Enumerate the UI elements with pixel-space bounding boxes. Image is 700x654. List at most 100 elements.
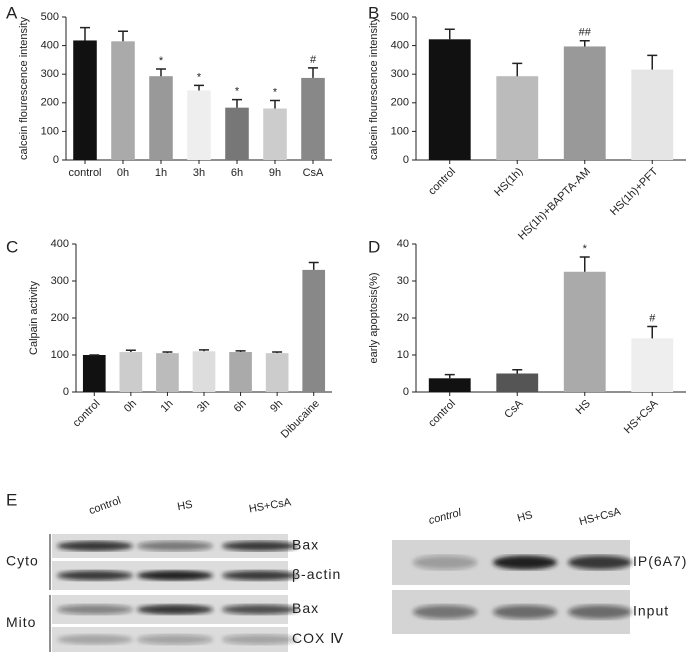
error-bar [194,84,204,91]
bar [263,108,287,160]
y-tick-label: 30 [397,275,409,287]
blot-band [222,541,298,551]
blot-row-label: Bax [292,600,319,616]
y-tick-label: 0 [403,386,409,398]
y-tick-label: 300 [41,68,59,80]
error-bar [232,98,242,108]
y-tick-label: 100 [51,349,69,361]
x-tick-label: control [426,166,458,198]
error-bar [444,373,455,379]
error-bar [270,99,280,109]
blot-row-label: Bax [292,537,319,553]
y-tick-label: 400 [391,40,409,52]
panel-label: C [6,237,18,256]
annotation: * [235,86,240,98]
bar [156,353,179,392]
blot-band [222,570,298,581]
annotation: # [649,312,656,324]
y-tick-label: 0 [63,386,69,398]
y-tick-label: 0 [403,154,409,166]
panel-label: B [368,3,379,22]
y-tick-label: 200 [51,312,69,324]
x-tick-label: 9h [269,167,281,179]
annotation: * [273,86,278,98]
error-bar [647,54,658,70]
bar [631,338,674,392]
x-tick-label: HS+CsA [622,397,661,436]
bar [302,269,326,392]
y-axis-label: Calpain activity [28,281,40,355]
y-axis-label: calcein flourescence intensity [368,16,380,160]
blot-row-label: Input [633,603,669,619]
blot-column-label: control [87,495,122,518]
blot-band [413,605,477,619]
blot-band [57,541,133,551]
y-tick-label: 300 [391,68,409,80]
blot-column-label: HS [516,509,534,525]
bar [192,351,216,392]
error-bar [512,62,523,77]
y-tick-label: 400 [51,238,69,250]
x-tick-label: 1h [158,398,175,415]
x-tick-label: 6h [231,167,243,179]
blot-column-label: HS [176,499,193,513]
x-tick-label: 1h [155,167,167,179]
bar [265,353,289,392]
blot-band [493,605,557,619]
error-bar [235,350,246,353]
x-tick-label: HS(1h)+BAPTA-AM [516,166,593,243]
bar [631,69,674,160]
error-bar [308,67,318,78]
error-bar [156,68,166,77]
x-tick-label: control [426,398,458,430]
x-tick-label: control [71,398,103,430]
y-tick-label: 20 [397,312,409,324]
bar [225,107,249,160]
blot-band [137,604,213,615]
blot-group-label: Mito [6,614,36,630]
y-axis-label: early apoptosis(%) [368,272,380,363]
y-tick-label: 10 [397,349,409,361]
bar [82,355,106,392]
x-tick-label: 9h [268,398,285,415]
bar [301,77,325,160]
x-tick-label: HS(1h) [492,166,525,199]
panel-label: D [368,237,380,256]
blot-band [222,634,298,645]
y-tick-label: 100 [391,125,409,137]
annotation: ## [579,27,592,39]
y-tick-label: 200 [391,97,409,109]
x-tick-label: control [68,167,101,179]
error-bar [647,325,658,339]
blot-row-label: COX Ⅳ [292,630,344,646]
panel-label: A [6,3,18,22]
blot-group-label: Cyto [6,553,39,569]
error-bar [272,351,283,354]
x-tick-label: 6h [232,398,249,415]
blot-band [568,605,632,619]
error-bar [199,349,209,352]
blot-column-label: control [427,507,463,527]
y-tick-label: 200 [41,97,59,109]
bar [563,271,606,392]
blot-band [137,570,213,581]
blot-band [568,555,632,570]
error-bar [80,26,90,41]
y-axis-label: calcein flourescence intensity [18,16,30,160]
x-tick-label: 0h [122,398,139,415]
x-tick-label: HS [574,398,593,417]
error-bar [579,256,590,272]
error-bar [512,369,523,374]
bar [496,373,539,392]
blot-band [57,604,133,615]
y-tick-label: 0 [53,154,59,166]
blot-band [137,634,213,645]
error-bar [162,351,173,354]
blot-row-label: IP(6A7) [633,553,687,569]
blot-column-label: HS+CsA [248,496,293,515]
x-tick-label: Dibucaine [279,398,322,441]
error-bar [579,39,590,47]
bar [496,76,539,160]
blot-band [57,634,133,645]
error-bar [118,30,128,42]
